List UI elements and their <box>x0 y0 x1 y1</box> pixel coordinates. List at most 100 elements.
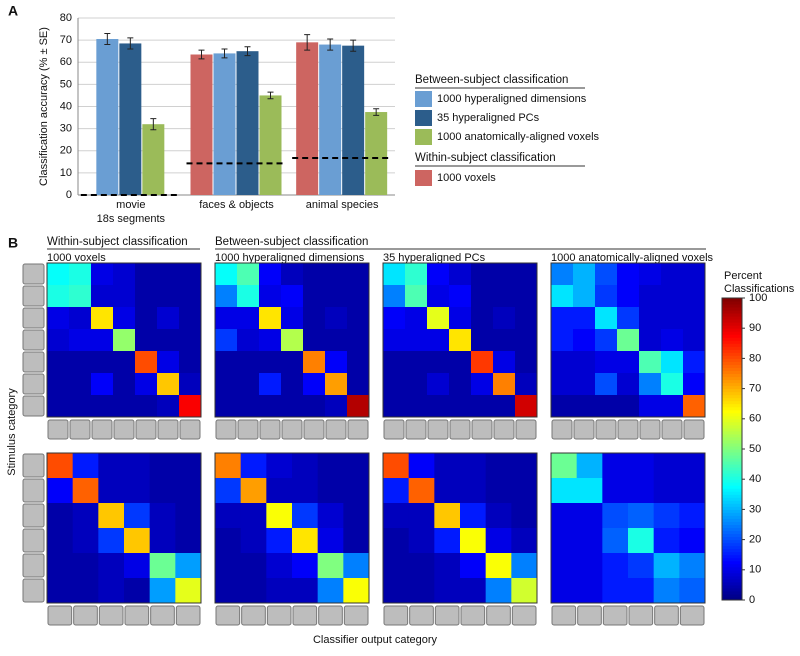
heatmap-cell <box>113 351 136 374</box>
colorbar-segment <box>722 367 742 371</box>
stimulus-icon <box>179 419 201 440</box>
legend-label: 1000 hyperaligned dimensions <box>437 93 587 105</box>
stimulus-icon <box>22 528 45 553</box>
colorbar-segment <box>722 527 742 532</box>
heatmap-cell <box>179 307 202 330</box>
heatmap-cell <box>449 329 472 352</box>
heatmap-cell <box>515 351 538 374</box>
colorbar-segment <box>722 340 742 344</box>
colorbar-segment <box>722 497 742 501</box>
heatmap-cell <box>240 578 267 604</box>
x-tick-label: faces & objects <box>199 199 274 211</box>
stimulus-icon <box>551 419 573 440</box>
y-tick-label: 60 <box>60 56 72 68</box>
heatmap-cell <box>405 285 428 308</box>
heatmap-cell <box>485 478 512 504</box>
heatmap-cell <box>460 453 487 479</box>
colorbar-tick-label: 20 <box>749 534 761 546</box>
heatmap-cell <box>383 373 406 396</box>
colorbar-segment <box>722 590 742 595</box>
heatmap-cell <box>551 285 574 308</box>
y-axis-label: Classification accuracy (% ± SE) <box>38 27 50 186</box>
colorbar-tick-label: 60 <box>749 413 761 425</box>
heatmap-cell <box>215 263 238 286</box>
colorbar-title: Percent <box>724 270 762 282</box>
y-tick-label: 40 <box>60 100 72 112</box>
colorbar-segment <box>722 397 742 402</box>
heatmap-cell <box>427 395 450 418</box>
heatmap-cell <box>515 285 538 308</box>
heatmap-cell <box>602 503 629 529</box>
heatmap-cell <box>405 395 428 418</box>
heatmap-cell <box>124 528 151 554</box>
heatmap-cell <box>427 285 450 308</box>
colorbar-segment <box>722 358 742 362</box>
heatmap-cell <box>595 351 618 374</box>
heatmap-cell <box>266 578 293 604</box>
heatmap-cell <box>303 307 326 330</box>
heatmap-cell <box>679 553 706 579</box>
colorbar-segment <box>722 352 742 356</box>
stimulus-icon <box>22 553 45 578</box>
heatmap-cell <box>47 395 70 418</box>
heatmap-cell <box>98 578 125 604</box>
heatmap-cell <box>98 528 125 554</box>
stimulus-icon <box>215 419 237 440</box>
stimulus-icon <box>22 285 45 307</box>
heatmap-cell <box>460 578 487 604</box>
heatmap-cell <box>69 285 92 308</box>
heatmap-cell <box>179 285 202 308</box>
legend-swatch <box>415 91 432 107</box>
heatmap-cell <box>215 528 242 554</box>
heatmap-cell <box>602 528 629 554</box>
colorbar-segment <box>722 325 742 329</box>
stimulus-icon <box>383 605 409 626</box>
y-axis-label: Stimulus category <box>6 388 18 476</box>
heatmap-cell <box>343 578 370 604</box>
panel-title: 1000 anatomically-aligned voxels <box>551 252 714 264</box>
heatmap-cell <box>179 263 202 286</box>
heatmap-cell <box>179 373 202 396</box>
legend-label: 35 hyperaligned PCs <box>437 112 540 124</box>
heatmap-cell <box>551 263 574 286</box>
colorbar-segment <box>722 545 742 550</box>
stimulus-icon <box>573 419 595 440</box>
heatmap-cell <box>653 553 680 579</box>
heatmap-cell <box>113 373 136 396</box>
colorbar-segment <box>722 518 742 522</box>
heatmap-cell <box>215 553 242 579</box>
heatmap-cell <box>135 395 158 418</box>
heatmap-cell <box>215 351 238 374</box>
heatmap-cell <box>471 373 494 396</box>
heatmap-cell <box>175 528 202 554</box>
heatmap-cell <box>237 307 260 330</box>
heatmap-cell <box>69 263 92 286</box>
colorbar-segment <box>722 485 742 489</box>
heatmap-cell <box>573 395 596 418</box>
heatmap-cell <box>266 503 293 529</box>
stimulus-icon <box>679 605 705 626</box>
heatmap-cell <box>405 263 428 286</box>
y-tick-label: 10 <box>60 167 72 179</box>
legend-title: Within-subject classification <box>415 152 556 164</box>
heatmap-cell <box>383 478 410 504</box>
heatmap-cell <box>347 263 370 286</box>
x-tick-label: movie <box>116 199 145 211</box>
heatmap-cell <box>259 351 282 374</box>
heatmap-cell <box>303 373 326 396</box>
heatmap-cell <box>317 553 344 579</box>
colorbar-segment <box>722 400 742 405</box>
stimulus-icon <box>486 605 511 626</box>
heatmap-cell <box>683 263 706 286</box>
colorbar-segment <box>722 506 742 510</box>
heatmap-cell <box>383 395 406 418</box>
heatmap-cell <box>515 373 538 396</box>
heatmap-cell <box>292 553 319 579</box>
heatmap-cell <box>325 285 348 308</box>
heatmap-cell <box>113 395 136 418</box>
colorbar-tick-label: 100 <box>749 292 767 304</box>
heatmap-cell <box>408 503 435 529</box>
heatmap-cell <box>343 453 370 479</box>
heatmap-cell <box>91 329 114 352</box>
bar <box>142 124 165 195</box>
